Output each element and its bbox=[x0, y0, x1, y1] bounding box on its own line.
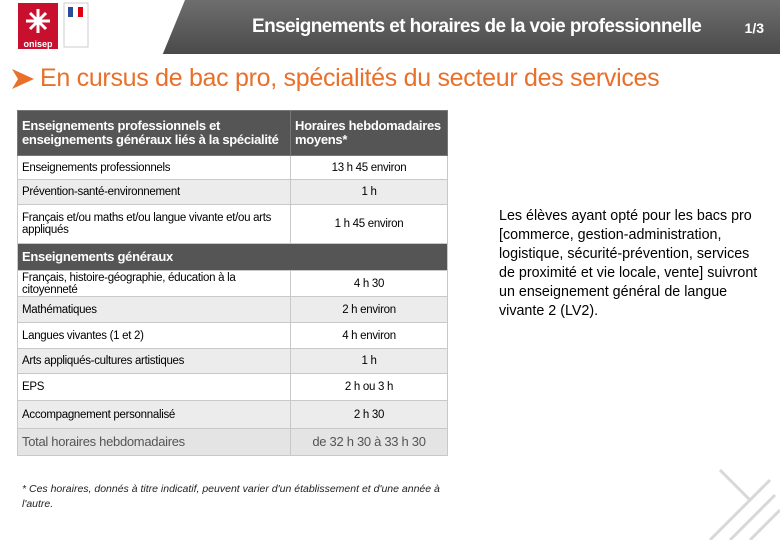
page-number: 1/3 bbox=[744, 20, 764, 36]
row-label: Arts appliqués-cultures artistiques bbox=[17, 348, 291, 374]
logo-text: onisep bbox=[23, 39, 53, 49]
decoration bbox=[708, 468, 780, 540]
row-value: 1 h 45 environ bbox=[290, 204, 448, 244]
row-value: 4 h 30 bbox=[290, 270, 448, 297]
row-label: Mathématiques bbox=[17, 296, 291, 323]
subtitle: En cursus de bac pro, spécialités du sec… bbox=[40, 64, 660, 92]
logo-star bbox=[26, 9, 50, 33]
total-label: Total horaires hebdomadaires bbox=[17, 428, 291, 456]
row-value: 2 h 30 bbox=[290, 400, 448, 429]
arrow-icon bbox=[12, 69, 34, 89]
title: Enseignements et horaires de la voie pro… bbox=[252, 16, 702, 37]
row-value: 2 h ou 3 h bbox=[290, 373, 448, 401]
row-label: Prévention-santé-environnement bbox=[17, 179, 291, 205]
row-value: 1 h bbox=[290, 179, 448, 205]
row-label: EPS bbox=[17, 373, 291, 401]
section-header: Enseignements généraux bbox=[17, 243, 448, 271]
logo-band bbox=[18, 39, 58, 49]
row-label: Français, histoire-géographie, éducation… bbox=[17, 270, 291, 297]
footnote: * Ces horaires, donnés à titre indicatif… bbox=[22, 483, 440, 510]
row-label: Français et/ou maths et/ou langue vivant… bbox=[17, 204, 291, 244]
row-value: 1 h bbox=[290, 348, 448, 374]
row-value: 2 h environ bbox=[290, 296, 448, 323]
row-value: 13 h 45 environ bbox=[290, 155, 448, 180]
logo-area: onisep bbox=[0, 0, 185, 54]
column-header: Horaires hebdomadaires moyens* bbox=[290, 110, 448, 156]
note: Les élèves ayant opté pour les bacs pro … bbox=[499, 208, 758, 319]
row-label: Accompagnement personnalisé bbox=[17, 400, 291, 429]
row-value: 4 h environ bbox=[290, 322, 448, 349]
row-label: Enseignements professionnels bbox=[17, 155, 291, 180]
row-label: Langues vivantes (1 et 2) bbox=[17, 322, 291, 349]
logos: onisep bbox=[18, 2, 89, 49]
hours-table: Enseignements professionnels et enseigne… bbox=[17, 110, 448, 456]
column-header: Enseignements professionnels et enseigne… bbox=[17, 110, 291, 156]
total-value: de 32 h 30 à 33 h 30 bbox=[290, 428, 448, 456]
